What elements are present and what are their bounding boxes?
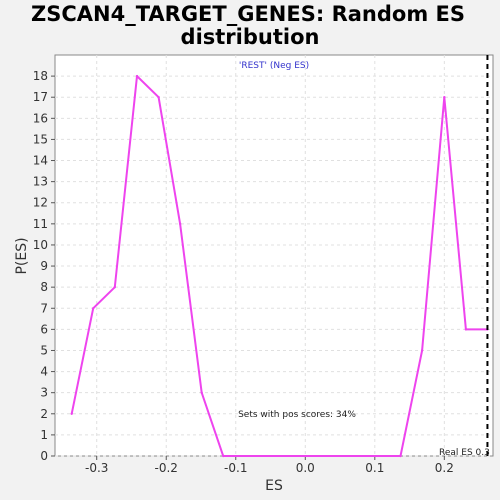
y-tick-label: 17 xyxy=(33,90,48,104)
y-tick-label: 6 xyxy=(40,322,48,336)
y-axis-label: P(ES) xyxy=(14,237,30,274)
x-axis-ticks: -0.3 -0.2 -0.1 0.0 0.1 0.2 xyxy=(85,456,454,475)
y-tick-label: 12 xyxy=(33,196,48,210)
y-tick-label: 9 xyxy=(40,259,48,273)
data-point xyxy=(92,307,95,310)
plot-area xyxy=(54,54,494,457)
data-point xyxy=(222,454,225,458)
y-tick-label: 10 xyxy=(33,238,48,252)
y-tick-label: 18 xyxy=(33,69,48,83)
y-tick-label: 5 xyxy=(40,343,48,357)
y-tick-label: 16 xyxy=(33,111,48,125)
x-tick-label: -0.2 xyxy=(155,461,178,475)
y-tick-label: 1 xyxy=(40,428,48,442)
y-tick-label: 11 xyxy=(33,217,48,231)
x-axis-label: ES xyxy=(265,478,283,494)
x-tick-label: 0.2 xyxy=(435,461,454,475)
data-point xyxy=(399,454,402,458)
data-point xyxy=(113,285,116,289)
x-tick-label: -0.3 xyxy=(85,461,108,475)
data-point xyxy=(420,349,424,352)
y-tick-label: 0 xyxy=(40,449,48,463)
data-point xyxy=(70,412,73,415)
data-point xyxy=(178,222,182,226)
data-point xyxy=(464,328,468,331)
legend-label: 'REST' (Neg ES) xyxy=(239,61,309,71)
data-point xyxy=(135,74,139,78)
data-point xyxy=(157,96,160,99)
x-tick-label: 0.1 xyxy=(365,461,384,475)
x-tick-label: -0.1 xyxy=(224,461,247,475)
y-tick-label: 3 xyxy=(40,386,48,400)
annotation-pos-scores: Sets with pos scores: 34% xyxy=(238,410,356,420)
data-point xyxy=(200,391,203,394)
real-es-layer: Real ES 0.3 xyxy=(439,55,490,458)
chart-title-line-2: distribution xyxy=(181,25,320,49)
y-tick-label: 8 xyxy=(40,280,48,294)
y-tick-label: 13 xyxy=(33,175,48,189)
chart-title-line-1: ZSCAN4_TARGET_GENES: Random ES xyxy=(31,2,465,26)
x-tick-label: 0.0 xyxy=(296,461,315,475)
y-tick-label: 15 xyxy=(33,132,48,146)
y-tick-label: 7 xyxy=(40,301,48,315)
real-es-label: Real ES 0.3 xyxy=(439,448,490,458)
data-point xyxy=(443,96,446,99)
y-tick-label: 4 xyxy=(40,365,48,379)
y-tick-label: 14 xyxy=(33,154,48,168)
y-tick-label: 2 xyxy=(40,407,48,421)
